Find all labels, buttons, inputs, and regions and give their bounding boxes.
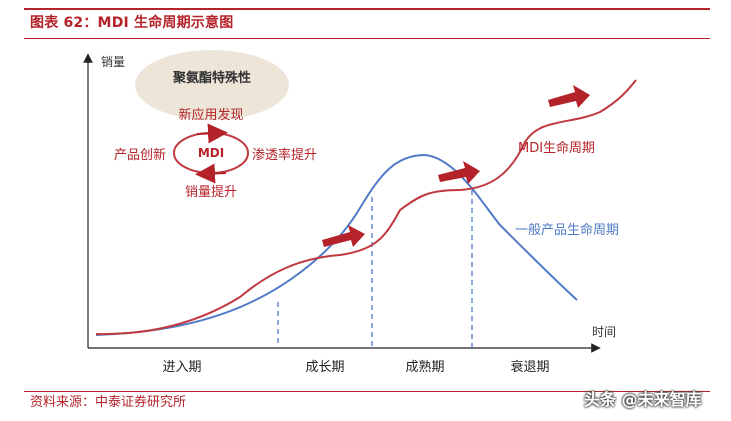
source-rule bbox=[24, 391, 710, 392]
cycle-top-label: 新应用发现 bbox=[178, 107, 243, 123]
stage-label-growth: 成长期 bbox=[305, 360, 344, 375]
stage-label-maturity: 成熟期 bbox=[405, 359, 444, 375]
general-curve-label: 一般产品生命周期 bbox=[515, 222, 619, 238]
momentum-arrow-maturity bbox=[438, 161, 480, 184]
mdi-curve-label: MDI生命周期 bbox=[518, 140, 595, 156]
figure-title: 图表 62：MDI 生命周期示意图 bbox=[30, 15, 234, 31]
general-lifecycle-curve bbox=[95, 153, 578, 336]
top-rule bbox=[24, 8, 710, 10]
x-axis-label: 时间 bbox=[592, 325, 616, 339]
stage-label-decline: 衰退期 bbox=[510, 359, 549, 375]
cycle-right-label: 渗透率提升 bbox=[252, 147, 317, 163]
source-note: 资料来源：中泰证券研究所 bbox=[30, 395, 187, 410]
polyurethane-bubble bbox=[135, 50, 289, 120]
cycle-left-label: 产品创新 bbox=[114, 147, 166, 163]
cycle-arrow-bottom bbox=[195, 163, 227, 184]
cycle-center-label: MDI bbox=[198, 146, 224, 160]
watermark: 头条 @未来智库 bbox=[584, 390, 702, 409]
cycle-bottom-label: 销量提升 bbox=[185, 184, 237, 200]
stage-label-intro: 进入期 bbox=[162, 360, 201, 375]
title-rule bbox=[24, 38, 710, 39]
momentum-arrow-renewal bbox=[548, 85, 590, 108]
momentum-arrow-growth bbox=[322, 225, 365, 247]
y-axis-label: 销量 bbox=[101, 55, 125, 69]
bubble-heading: 聚氨酯特殊性 bbox=[172, 70, 251, 86]
cycle-arrow-top bbox=[196, 123, 228, 144]
mdi-lifecycle-curve bbox=[95, 79, 637, 336]
